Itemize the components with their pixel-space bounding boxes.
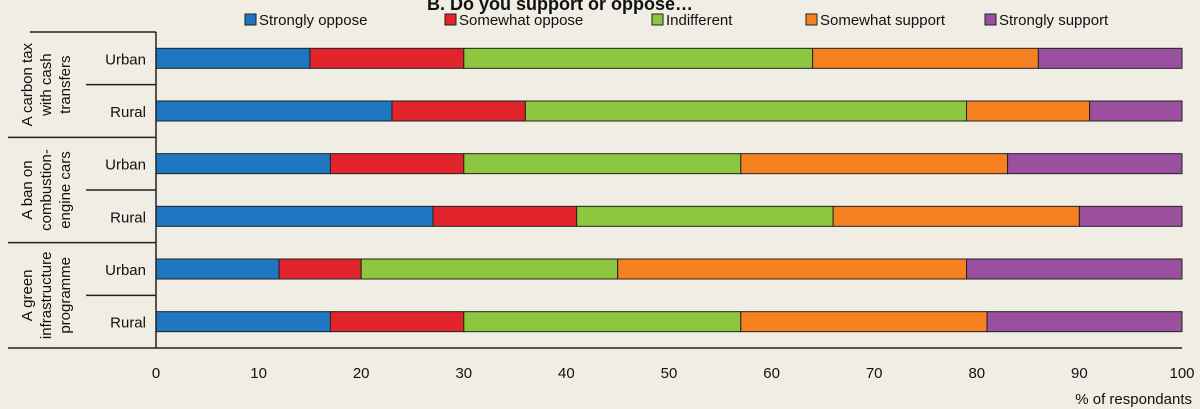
bar-segment <box>155 205 434 227</box>
legend-label: Somewhat oppose <box>459 12 583 29</box>
group-label-line: A carbon tax <box>19 42 36 126</box>
x-axis: 0 10 20 30 40 50 60 70 80 90 100 <box>8 32 1195 382</box>
bar-segment <box>524 100 968 122</box>
x-tick-label: 20 <box>353 365 370 382</box>
bar-segment <box>832 205 1080 227</box>
category-label: Urban <box>105 51 146 68</box>
bar-segment <box>155 258 280 280</box>
legend-item-2: Indifferent <box>651 12 733 29</box>
x-tick-label: 90 <box>1071 365 1088 382</box>
bar-row-3 <box>155 205 1183 227</box>
bar-segment <box>1007 153 1183 175</box>
x-tick-label: 0 <box>152 365 160 382</box>
bar-segment <box>617 258 968 280</box>
bar-segment <box>278 258 362 280</box>
bar-row-2 <box>155 153 1183 175</box>
group-label-line: combustion- <box>38 149 55 231</box>
category-label: Urban <box>105 262 146 279</box>
group-label-1: A ban on combustion-engine cars <box>19 149 74 231</box>
bar-segment <box>155 311 331 333</box>
chart-title: B. Do you support or oppose… <box>427 0 693 14</box>
bar-segment <box>155 153 331 175</box>
x-tick-label: 30 <box>455 365 472 382</box>
legend-label: Indifferent <box>666 12 733 29</box>
bar-segment <box>360 258 619 280</box>
row-labels: Urban Rural Urban Rural Urban Rural A carbon t… <box>8 31 156 340</box>
bar-segment <box>463 47 814 69</box>
group-label-line: programme <box>57 257 74 334</box>
legend-label: Strongly oppose <box>259 12 367 29</box>
bar-segment <box>432 205 578 227</box>
bar-segment <box>463 311 742 333</box>
group-label-line: infrastructure <box>38 252 55 340</box>
group-label-0: A carbon tax with cash transfers <box>19 42 74 126</box>
group-label-2: A green infrastructure programme <box>19 252 74 340</box>
bar-row-4 <box>155 258 1183 280</box>
x-tick-label: 60 <box>763 365 780 382</box>
legend-item-0: Strongly oppose <box>244 12 367 29</box>
group-label-line: A ban on <box>19 160 36 219</box>
bar-row-5 <box>155 311 1183 333</box>
bar-row-0 <box>155 47 1183 69</box>
x-axis-label: % of respondants <box>1075 391 1192 408</box>
legend-item-3: Somewhat support <box>805 12 946 29</box>
bar-segment <box>576 205 834 227</box>
x-tick-label: 10 <box>250 365 267 382</box>
legend-swatch <box>444 13 457 26</box>
category-label: Rural <box>110 315 146 332</box>
x-tick-label: 70 <box>866 365 883 382</box>
bar-segment <box>391 100 526 122</box>
x-tick-label: 40 <box>558 365 575 382</box>
legend-item-1: Somewhat oppose <box>444 12 583 29</box>
legend-swatch <box>805 13 818 26</box>
bar-segment <box>155 100 393 122</box>
x-tick-label: 100 <box>1169 365 1194 382</box>
legend-swatch <box>984 13 997 26</box>
legend-swatch <box>651 13 664 26</box>
bar-segment <box>740 153 1009 175</box>
bar-segment <box>155 47 311 69</box>
x-tick-label: 80 <box>968 365 985 382</box>
bar-segment <box>740 311 988 333</box>
category-label: Rural <box>110 209 146 226</box>
bar-row-1 <box>155 100 1183 122</box>
bar-segment <box>309 47 465 69</box>
bars <box>155 47 1183 333</box>
category-label: Urban <box>105 157 146 174</box>
legend: Strongly oppose Somewhat oppose Indifferen… <box>244 12 1109 29</box>
group-label-line: transfers <box>57 55 74 113</box>
legend-item-4: Strongly support <box>984 12 1109 29</box>
bar-segment <box>329 153 465 175</box>
legend-label: Somewhat support <box>820 12 946 29</box>
bar-segment <box>329 311 465 333</box>
legend-label: Strongly support <box>999 12 1109 29</box>
bar-segment <box>1078 205 1183 227</box>
group-label-line: engine cars <box>57 151 74 229</box>
group-label-line: with cash <box>38 53 55 117</box>
x-tick-label: 50 <box>661 365 678 382</box>
bar-segment <box>1037 47 1183 69</box>
bar-segment <box>1089 100 1183 122</box>
legend-swatch <box>244 13 257 26</box>
bar-segment <box>986 311 1183 333</box>
bar-segment <box>463 153 742 175</box>
category-label: Rural <box>110 104 146 121</box>
bar-segment <box>812 47 1039 69</box>
group-label-line: A green <box>19 269 36 321</box>
bar-segment <box>966 100 1091 122</box>
bar-segment <box>966 258 1183 280</box>
